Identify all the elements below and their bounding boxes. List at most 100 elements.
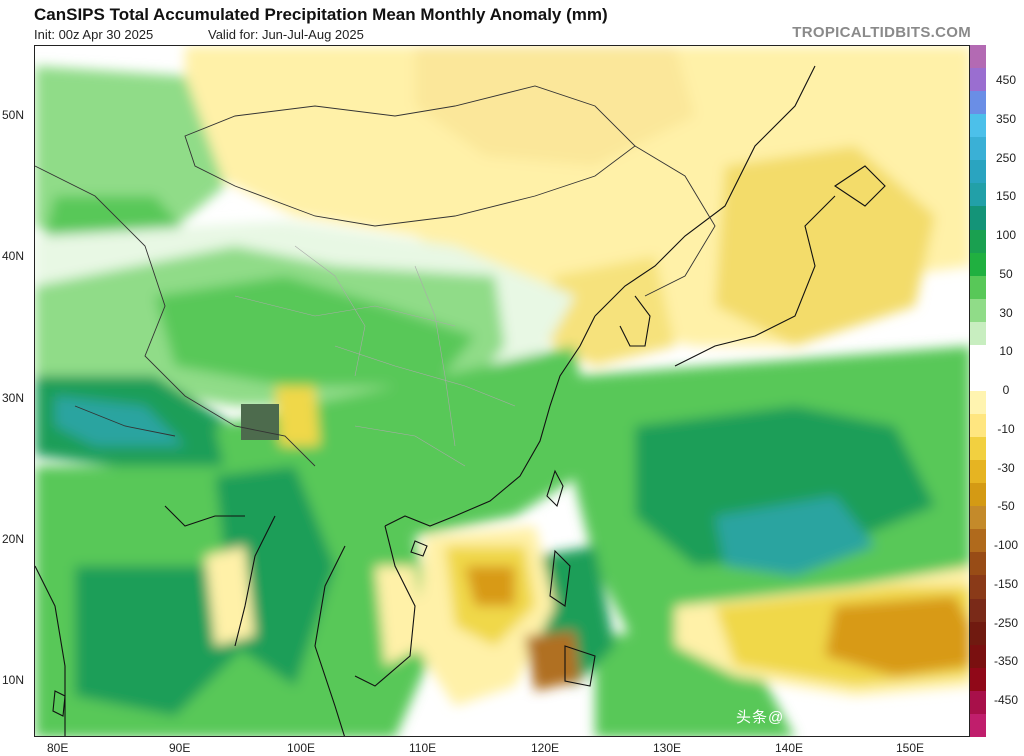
colorbar-segment xyxy=(970,91,986,115)
lat-label: 50N xyxy=(2,108,25,122)
lon-label: 90E xyxy=(169,741,191,755)
colorbar-segment xyxy=(970,506,986,530)
japan-coastline xyxy=(674,195,836,367)
colorbar-label: -350 xyxy=(993,654,1019,669)
bengal-coastline xyxy=(164,505,245,527)
colorbar-segment xyxy=(970,690,986,714)
colorbar-segment xyxy=(970,321,986,345)
colorbar-label: 30 xyxy=(999,305,1013,320)
wet-west-pacific-teal xyxy=(715,496,875,576)
colorbar-segment xyxy=(970,206,986,230)
colorbar-label: -50 xyxy=(997,499,1015,514)
colorbar-segment xyxy=(970,298,986,322)
nepal-border xyxy=(74,405,176,437)
init-time: Init: 00z Apr 30 2025 xyxy=(34,27,154,42)
colorbar-segment xyxy=(970,552,986,576)
lon-label: 100E xyxy=(287,741,316,755)
lon-label: 140E xyxy=(775,741,804,755)
colorbar-label: 150 xyxy=(995,189,1017,204)
colorbar-label: 350 xyxy=(995,111,1017,126)
anomaly-shading xyxy=(35,46,969,736)
province-border xyxy=(334,345,516,407)
colorbar-label: 100 xyxy=(995,228,1017,242)
colorbar-label: 10 xyxy=(999,344,1013,359)
province-border xyxy=(234,295,456,327)
hokkaido-coastline xyxy=(834,165,886,207)
dry-spot-tibet xyxy=(275,386,320,446)
colorbar-segment xyxy=(970,229,986,253)
wet-himalaya-core xyxy=(55,396,185,446)
luzon-coastline xyxy=(549,549,571,607)
colorbar-label: 0 xyxy=(1002,383,1010,397)
brand-watermark: TROPICALTIDBITS.COM xyxy=(792,24,971,41)
colorbar-segment xyxy=(970,598,986,622)
valid-period: Valid for: Jun-Jul-Aug 2025 xyxy=(208,27,364,42)
colorbar-segment xyxy=(970,621,986,645)
dry-south-china-sea-orange xyxy=(465,566,515,606)
colorbar-segment xyxy=(970,460,986,484)
colorbar-segment xyxy=(970,713,986,737)
chart-title: CanSIPS Total Accumulated Precipitation … xyxy=(34,5,608,24)
lon-label: 120E xyxy=(531,741,560,755)
colorbar-segment xyxy=(970,45,986,69)
colorbar-label: 450 xyxy=(995,73,1017,87)
colorbar-segment xyxy=(970,483,986,507)
russia-coast xyxy=(594,65,816,317)
colorbar-label: -150 xyxy=(993,576,1019,591)
lon-label: 150E xyxy=(896,741,925,755)
myanmar-coastline xyxy=(234,515,276,647)
mindanao-coastline xyxy=(564,645,596,687)
colorbar-segment xyxy=(970,575,986,599)
masked-area xyxy=(241,404,279,440)
wet-west-pacific-core xyxy=(635,406,935,566)
hainan-coastline xyxy=(410,540,428,557)
lon-label: 110E xyxy=(409,741,437,755)
lat-label: 30N xyxy=(2,391,25,405)
colorbar-label: -450 xyxy=(993,693,1019,707)
dry-east-pacific-orange xyxy=(825,596,969,676)
taiwan-coastline xyxy=(546,469,564,508)
watermark: 头条@ xyxy=(736,709,785,726)
wet-west-china-core xyxy=(155,276,475,386)
colorbar-label: -10 xyxy=(997,421,1015,436)
colorbar-segment xyxy=(970,275,986,299)
precipitation-anomaly-map xyxy=(34,45,970,737)
province-border xyxy=(294,245,366,377)
colorbar-segment xyxy=(970,644,986,668)
malay-coastline xyxy=(314,545,346,736)
colorbar-segment xyxy=(970,667,986,691)
dry-japan xyxy=(715,146,935,346)
colorbar-segment xyxy=(970,437,986,461)
country-borders xyxy=(35,85,716,467)
coastlines xyxy=(35,65,886,736)
colorbar-segment xyxy=(970,114,986,138)
colorbar-label: 50 xyxy=(999,266,1013,281)
colorbar-label: -250 xyxy=(993,615,1019,630)
province-border xyxy=(354,425,466,467)
china-coastline xyxy=(384,315,596,527)
colorbar-segment xyxy=(970,529,986,553)
colorbar-segment xyxy=(970,160,986,184)
colorbar-label: -30 xyxy=(997,460,1015,475)
wet-bay-of-bengal xyxy=(75,566,245,716)
china-west-border xyxy=(35,165,316,467)
indochina-coastline xyxy=(354,525,416,687)
colorbar-segment xyxy=(970,390,986,414)
lat-label: 20N xyxy=(2,532,25,546)
dry-korea xyxy=(535,256,675,366)
india-coastline xyxy=(35,565,66,736)
colorbar xyxy=(970,45,986,737)
colorbar-segment xyxy=(970,414,986,438)
korea-coastline xyxy=(619,295,651,347)
colorbar-segment xyxy=(970,367,986,391)
colorbar-segment xyxy=(970,344,986,368)
colorbar-label: 250 xyxy=(995,150,1017,165)
dry-spot-vietnam xyxy=(375,566,425,666)
colorbar-segment xyxy=(970,252,986,276)
lat-label: 10N xyxy=(2,673,25,687)
lon-label: 130E xyxy=(653,741,682,755)
northeast-china-border xyxy=(634,145,716,297)
province-border xyxy=(414,265,456,447)
mongolia-border xyxy=(184,85,636,227)
lat-label: 40N xyxy=(2,249,25,263)
